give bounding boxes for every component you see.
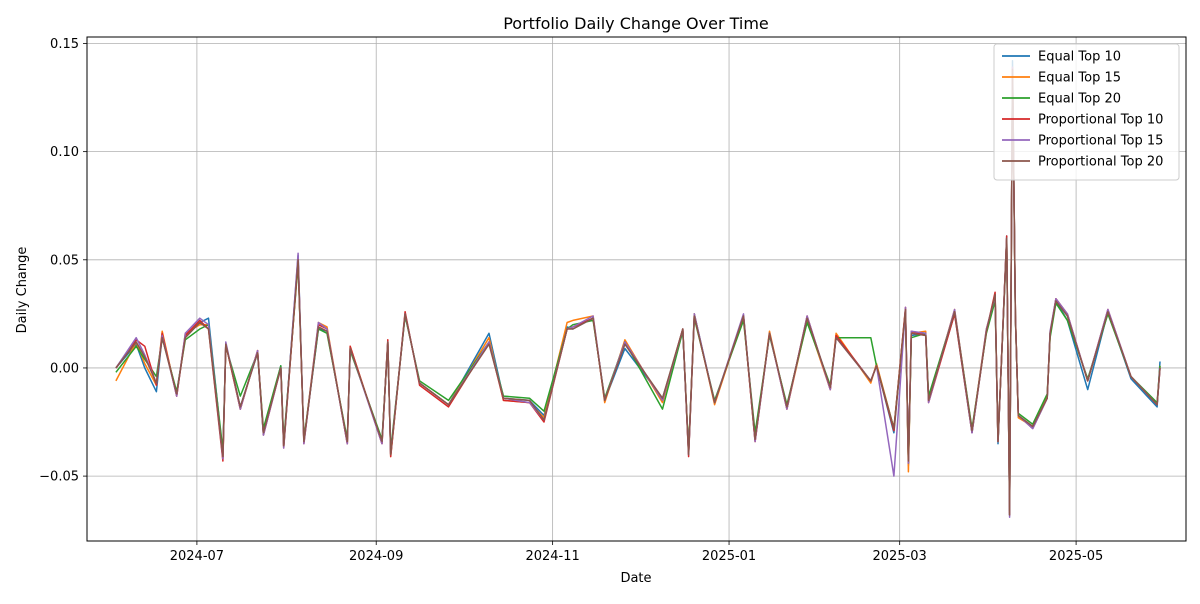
legend-label: Proportional Top 15: [1038, 134, 1163, 149]
x-tick-label: 2025-05: [1049, 549, 1103, 564]
x-tick-label: 2024-09: [349, 549, 403, 564]
legend: Equal Top 10 Equal Top 15 Equal Top 20 Prop…: [993, 43, 1180, 181]
legend-label: Equal Top 15: [1038, 71, 1121, 86]
chart-title: Portfolio Daily Change Over Time: [503, 14, 769, 33]
y-tick-label: 0.05: [50, 253, 79, 268]
x-tick-label: 2024-07: [170, 549, 224, 564]
y-tick-label: 0.15: [50, 37, 79, 52]
y-tick-label: −0.05: [39, 470, 79, 485]
x-tick-label: 2025-03: [873, 549, 927, 564]
legend-label: Proportional Top 20: [1038, 155, 1163, 170]
plot-frame: [86, 36, 1187, 542]
y-tick-label: 0.10: [50, 145, 79, 160]
x-tick-label: 2024-11: [525, 549, 579, 564]
y-tick-label: 0.00: [50, 361, 79, 376]
x-axis-label: Date: [620, 571, 651, 586]
series-lines: [115, 60, 1161, 518]
legend-label: Proportional Top 10: [1038, 113, 1163, 128]
series-line-6: [115, 68, 1161, 516]
legend-label: Equal Top 20: [1038, 92, 1121, 107]
y-axis-label: Daily Change: [15, 247, 30, 334]
legend-frame: [993, 43, 1180, 181]
legend-label: Equal Top 10: [1038, 50, 1121, 65]
x-tick-label: 2025-01: [702, 549, 756, 564]
axis-ticks: 2024-07 2024-09 2024-11 2025-01 2025-03 2025-…: [39, 37, 1103, 564]
